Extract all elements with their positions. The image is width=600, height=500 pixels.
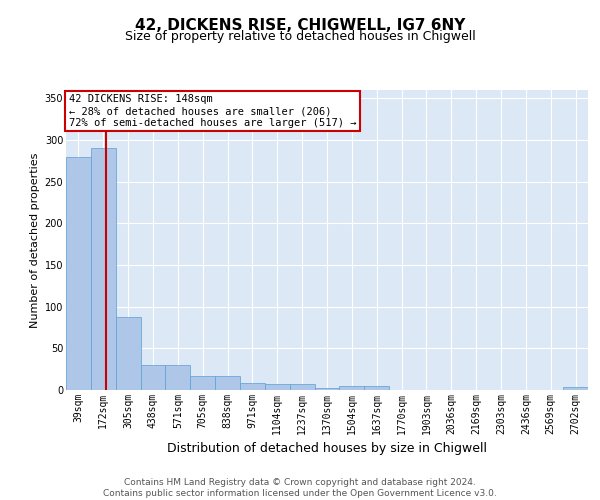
Bar <box>340 386 364 390</box>
Bar <box>290 384 314 390</box>
Bar <box>265 384 290 390</box>
Y-axis label: Number of detached properties: Number of detached properties <box>31 152 40 328</box>
Bar <box>240 382 265 390</box>
Bar <box>66 156 91 390</box>
Bar <box>314 388 340 390</box>
X-axis label: Distribution of detached houses by size in Chigwell: Distribution of detached houses by size … <box>167 442 487 455</box>
Bar <box>215 376 240 390</box>
Bar <box>140 365 166 390</box>
Bar <box>166 365 190 390</box>
Bar <box>190 376 215 390</box>
Text: 42, DICKENS RISE, CHIGWELL, IG7 6NY: 42, DICKENS RISE, CHIGWELL, IG7 6NY <box>135 18 465 32</box>
Text: Size of property relative to detached houses in Chigwell: Size of property relative to detached ho… <box>125 30 475 43</box>
Bar <box>116 316 140 390</box>
Bar <box>91 148 116 390</box>
Bar <box>364 386 389 390</box>
Bar <box>563 386 588 390</box>
Text: 42 DICKENS RISE: 148sqm
← 28% of detached houses are smaller (206)
72% of semi-d: 42 DICKENS RISE: 148sqm ← 28% of detache… <box>68 94 356 128</box>
Text: Contains HM Land Registry data © Crown copyright and database right 2024.
Contai: Contains HM Land Registry data © Crown c… <box>103 478 497 498</box>
